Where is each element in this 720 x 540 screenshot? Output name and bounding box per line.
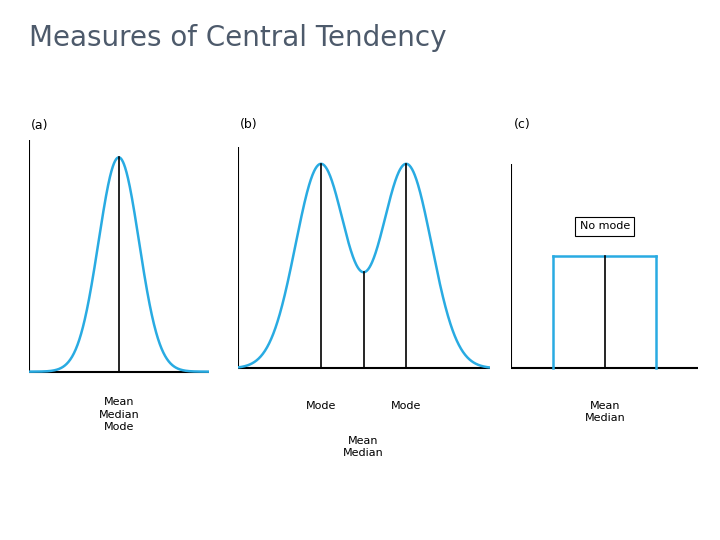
Text: (a): (a)	[31, 119, 48, 132]
Text: No mode: No mode	[580, 221, 630, 231]
Text: Measures of Central Tendency: Measures of Central Tendency	[29, 24, 446, 52]
Text: (b): (b)	[240, 118, 258, 131]
Text: Mean
Median: Mean Median	[585, 401, 625, 423]
Text: Mode: Mode	[305, 401, 336, 411]
Text: Mean
Median
Mode: Mean Median Mode	[99, 397, 139, 432]
Text: Mode: Mode	[391, 401, 422, 411]
Text: Mean
Median: Mean Median	[343, 436, 384, 458]
Text: (c): (c)	[513, 118, 531, 131]
